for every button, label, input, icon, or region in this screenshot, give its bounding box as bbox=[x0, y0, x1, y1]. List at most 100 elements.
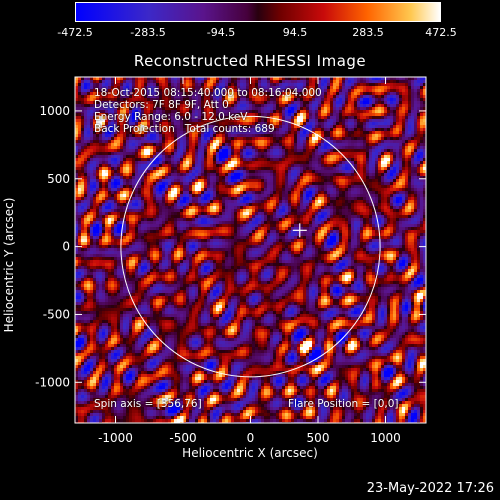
heatmap-cell bbox=[75, 143, 78, 146]
heatmap-cell bbox=[354, 110, 357, 113]
heatmap-cell bbox=[294, 173, 297, 176]
heatmap-cell bbox=[111, 80, 114, 83]
heatmap-cell bbox=[348, 140, 351, 143]
heatmap-cell bbox=[276, 98, 279, 101]
heatmap-cell bbox=[303, 170, 306, 173]
heatmap-cell bbox=[279, 185, 282, 188]
heatmap-cell bbox=[189, 170, 192, 173]
heatmap-cell bbox=[108, 164, 111, 167]
heatmap-cell bbox=[111, 83, 114, 86]
heatmap-cell bbox=[180, 125, 183, 128]
heatmap-cell bbox=[306, 86, 309, 89]
heatmap-cell bbox=[156, 89, 159, 92]
heatmap-cell bbox=[231, 125, 234, 128]
heatmap-cell bbox=[336, 107, 339, 110]
heatmap-cell bbox=[393, 146, 396, 149]
heatmap-cell bbox=[414, 89, 417, 92]
heatmap-cell bbox=[396, 131, 399, 134]
heatmap-cell bbox=[417, 179, 420, 182]
heatmap-cell bbox=[315, 80, 318, 83]
heatmap-cell bbox=[252, 146, 255, 149]
heatmap-cell bbox=[171, 149, 174, 152]
heatmap-cell bbox=[258, 122, 261, 125]
heatmap-cell bbox=[201, 191, 204, 194]
heatmap-cell bbox=[84, 92, 87, 95]
heatmap-cell bbox=[87, 110, 90, 113]
heatmap-cell bbox=[258, 200, 261, 203]
heatmap-cell bbox=[192, 146, 195, 149]
heatmap-cell bbox=[405, 83, 408, 86]
heatmap-cell bbox=[243, 86, 246, 89]
heatmap-cell bbox=[147, 122, 150, 125]
heatmap-cell bbox=[237, 137, 240, 140]
heatmap-cell bbox=[183, 122, 186, 125]
heatmap-cell bbox=[300, 104, 303, 107]
heatmap-cell bbox=[366, 86, 369, 89]
heatmap-cell bbox=[291, 200, 294, 203]
heatmap-cell bbox=[123, 161, 126, 164]
heatmap-cell bbox=[87, 131, 90, 134]
heatmap-cell bbox=[162, 182, 165, 185]
heatmap-cell bbox=[351, 140, 354, 143]
heatmap-cell bbox=[279, 122, 282, 125]
heatmap-cell bbox=[195, 95, 198, 98]
heatmap-cell bbox=[93, 131, 96, 134]
heatmap-cell bbox=[408, 128, 411, 131]
heatmap-cell bbox=[342, 86, 345, 89]
heatmap-cell bbox=[150, 92, 153, 95]
heatmap-cell bbox=[153, 140, 156, 143]
heatmap-cell bbox=[303, 116, 306, 119]
heatmap-cell bbox=[225, 143, 228, 146]
heatmap-cell bbox=[171, 143, 174, 146]
heatmap-cell bbox=[345, 92, 348, 95]
heatmap-cell bbox=[318, 134, 321, 137]
heatmap-cell bbox=[132, 146, 135, 149]
heatmap-cell bbox=[396, 110, 399, 113]
heatmap-cell bbox=[345, 161, 348, 164]
heatmap-cell bbox=[147, 128, 150, 131]
heatmap-cell bbox=[255, 167, 258, 170]
heatmap-cell bbox=[414, 185, 417, 188]
heatmap-cell bbox=[186, 164, 189, 167]
heatmap-cell bbox=[375, 188, 378, 191]
heatmap-cell bbox=[333, 200, 336, 203]
heatmap-cell bbox=[78, 143, 81, 146]
heatmap-cell bbox=[165, 143, 168, 146]
heatmap-cell bbox=[150, 86, 153, 89]
heatmap-cell bbox=[168, 89, 171, 92]
heatmap-cell bbox=[144, 77, 147, 80]
heatmap-cell bbox=[198, 137, 201, 140]
heatmap-cell bbox=[342, 137, 345, 140]
heatmap-cell bbox=[294, 89, 297, 92]
heatmap-cell bbox=[402, 188, 405, 191]
heatmap-cell bbox=[156, 110, 159, 113]
heatmap-cell bbox=[324, 89, 327, 92]
heatmap-cell bbox=[354, 131, 357, 134]
heatmap-cell bbox=[396, 149, 399, 152]
heatmap-cell bbox=[93, 134, 96, 137]
heatmap-cell bbox=[177, 110, 180, 113]
heatmap-cell bbox=[180, 203, 183, 206]
heatmap-cell bbox=[144, 203, 147, 206]
heatmap-cell bbox=[123, 155, 126, 158]
heatmap-cell bbox=[387, 110, 390, 113]
heatmap-cell bbox=[243, 119, 246, 122]
heatmap-cell bbox=[219, 125, 222, 128]
heatmap-cell bbox=[408, 167, 411, 170]
heatmap-cell bbox=[243, 140, 246, 143]
heatmap-cell bbox=[369, 146, 372, 149]
heatmap-cell bbox=[147, 137, 150, 140]
heatmap-cell bbox=[330, 92, 333, 95]
heatmap-cell bbox=[360, 122, 363, 125]
heatmap-cell bbox=[378, 137, 381, 140]
heatmap-cell bbox=[243, 125, 246, 128]
heatmap-cell bbox=[276, 149, 279, 152]
heatmap-cell bbox=[162, 134, 165, 137]
heatmap-cell bbox=[99, 137, 102, 140]
heatmap-cell bbox=[246, 125, 249, 128]
heatmap-cell bbox=[216, 200, 219, 203]
heatmap-cell bbox=[330, 140, 333, 143]
heatmap-cell bbox=[120, 200, 123, 203]
heatmap-cell bbox=[126, 110, 129, 113]
heatmap-cell bbox=[120, 182, 123, 185]
